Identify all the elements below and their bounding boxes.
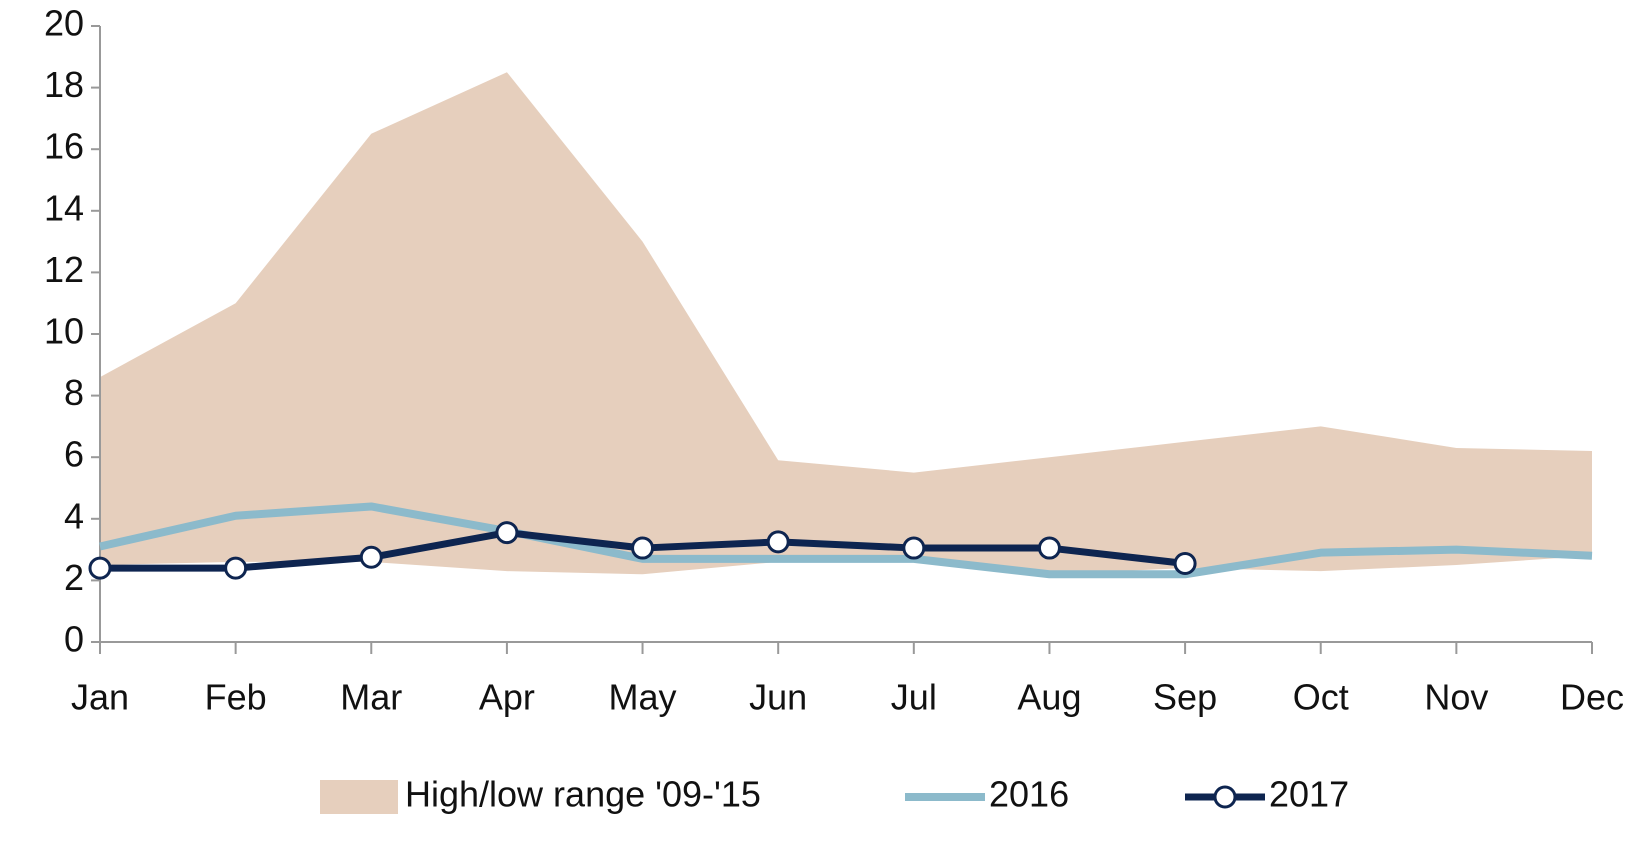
- legend-label: 2016: [989, 774, 1069, 815]
- y-tick-label: 12: [44, 249, 84, 290]
- legend-swatch: [320, 780, 398, 814]
- y-tick-label: 6: [64, 434, 84, 475]
- point-marker: [495, 521, 519, 545]
- y-tick-label: 20: [44, 3, 84, 44]
- y-tick-label: 18: [44, 64, 84, 105]
- x-tick-label: Jan: [71, 677, 129, 718]
- point-marker: [1037, 536, 1061, 560]
- x-tick-label: Nov: [1424, 677, 1488, 718]
- point-marker: [359, 545, 383, 569]
- x-tick-label: Dec: [1560, 677, 1624, 718]
- x-tick-label: Apr: [479, 677, 535, 718]
- y-tick-label: 2: [64, 557, 84, 598]
- x-tick-label: Aug: [1017, 677, 1081, 718]
- point-marker: [902, 536, 926, 560]
- y-tick-label: 14: [44, 187, 84, 228]
- x-tick-label: Sep: [1153, 677, 1217, 718]
- x-tick-label: Feb: [205, 677, 267, 718]
- x-tick-label: Oct: [1293, 677, 1349, 718]
- range-area: [100, 72, 1592, 575]
- y-tick-label: 0: [64, 619, 84, 660]
- point-marker: [224, 556, 248, 580]
- point-marker: [766, 530, 790, 554]
- point-marker: [88, 556, 112, 580]
- legend-label: 2017: [1269, 774, 1349, 815]
- point-marker: [631, 536, 655, 560]
- y-tick-label: 16: [44, 126, 84, 167]
- point-marker: [1173, 551, 1197, 575]
- x-tick-label: Jun: [749, 677, 807, 718]
- series-line: [99, 502, 1593, 579]
- y-tick-label: 4: [64, 495, 84, 536]
- legend-marker: [1213, 785, 1237, 809]
- x-tick-label: Jul: [891, 677, 937, 718]
- x-tick-label: May: [609, 677, 677, 718]
- x-tick-label: Mar: [340, 677, 402, 718]
- legend-label: High/low range '09-'15: [405, 774, 761, 815]
- y-tick-label: 10: [44, 311, 84, 352]
- y-tick-label: 8: [64, 372, 84, 413]
